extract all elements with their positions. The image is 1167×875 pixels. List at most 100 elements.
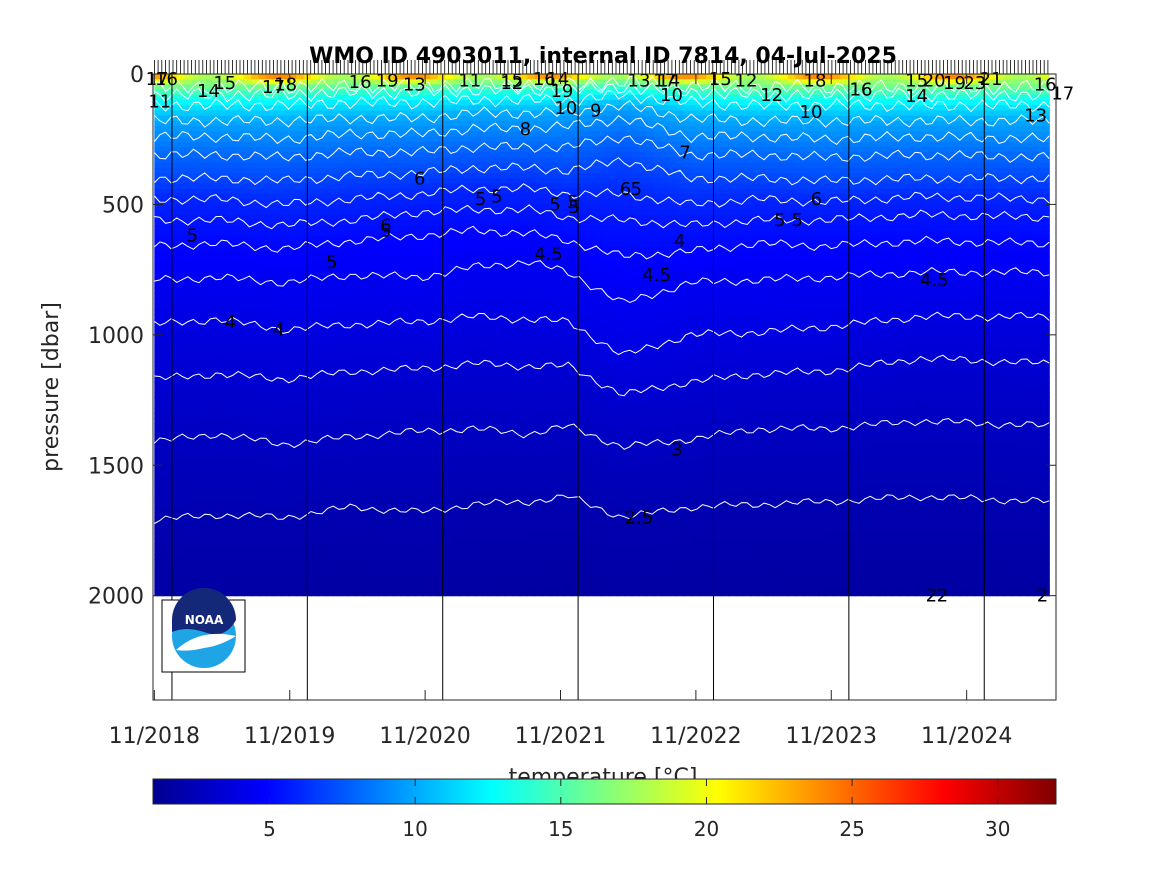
field-cell bbox=[221, 204, 230, 211]
field-cell bbox=[482, 527, 491, 534]
field-cell bbox=[184, 574, 193, 581]
field-cell bbox=[340, 580, 349, 586]
field-cell bbox=[184, 345, 193, 352]
field-cell bbox=[355, 251, 364, 258]
field-cell bbox=[475, 225, 484, 232]
field-cell bbox=[340, 522, 349, 529]
field-cell bbox=[251, 387, 260, 393]
field-cell bbox=[325, 439, 334, 445]
field-cell bbox=[333, 298, 342, 305]
field-cell bbox=[475, 569, 484, 576]
field-cell bbox=[288, 381, 297, 388]
field-cell bbox=[489, 580, 498, 586]
field-cell bbox=[437, 506, 446, 513]
field-cell bbox=[392, 470, 402, 477]
field-cell bbox=[400, 251, 409, 258]
field-cell bbox=[475, 141, 484, 148]
field-cell bbox=[512, 282, 521, 289]
field-cell bbox=[236, 329, 245, 336]
field-cell bbox=[392, 287, 402, 294]
field-cell bbox=[296, 585, 305, 592]
field-cell bbox=[422, 366, 431, 372]
field-cell bbox=[445, 110, 454, 117]
field-cell bbox=[206, 428, 215, 435]
field-cell bbox=[191, 564, 200, 571]
field-cell bbox=[191, 152, 200, 159]
field-cell bbox=[176, 433, 185, 440]
field-cell bbox=[281, 89, 290, 96]
field-cell bbox=[355, 209, 364, 216]
field-cell bbox=[392, 147, 402, 153]
field-cell bbox=[497, 355, 506, 362]
field-cell bbox=[176, 256, 185, 263]
field-cell bbox=[385, 512, 394, 519]
field-cell bbox=[199, 569, 208, 576]
field-cell bbox=[243, 512, 252, 519]
field-cell bbox=[400, 204, 409, 211]
field-cell bbox=[333, 261, 342, 268]
field-cell bbox=[206, 246, 215, 252]
field-cell bbox=[258, 559, 267, 565]
field-cell bbox=[273, 559, 282, 565]
field-cell bbox=[228, 84, 237, 91]
field-cell bbox=[348, 256, 357, 263]
field-cell bbox=[266, 334, 275, 341]
field-cell bbox=[497, 89, 506, 96]
field-cell bbox=[482, 204, 491, 211]
field-cell bbox=[385, 251, 394, 258]
field-cell bbox=[475, 580, 484, 586]
field-cell bbox=[169, 454, 178, 461]
field-cell bbox=[430, 512, 439, 519]
field-cell bbox=[400, 340, 409, 346]
field-cell bbox=[214, 449, 223, 456]
field-cell bbox=[288, 465, 297, 472]
field-cell bbox=[467, 449, 476, 456]
field-cell bbox=[214, 439, 223, 445]
field-cell bbox=[184, 251, 193, 258]
field-cell bbox=[378, 298, 387, 305]
field-cell bbox=[407, 120, 416, 127]
field-cell bbox=[266, 79, 275, 86]
field-cell bbox=[296, 522, 305, 529]
field-cell bbox=[325, 100, 334, 106]
field-cell bbox=[184, 564, 193, 571]
field-cell bbox=[184, 256, 193, 263]
field-cell bbox=[154, 220, 163, 226]
field-cell bbox=[161, 147, 170, 153]
field-cell bbox=[385, 387, 394, 393]
field-cell bbox=[258, 460, 267, 466]
field-cell bbox=[176, 136, 185, 143]
field-cell bbox=[154, 120, 163, 127]
field-cell bbox=[467, 381, 476, 388]
field-cell bbox=[489, 506, 498, 513]
field-cell bbox=[370, 240, 379, 247]
field-cell bbox=[243, 188, 252, 195]
field-cell bbox=[221, 256, 230, 263]
field-cell bbox=[370, 199, 379, 206]
field-cell bbox=[400, 329, 409, 336]
field-cell bbox=[161, 277, 170, 284]
field-cell bbox=[430, 173, 439, 179]
field-cell bbox=[467, 74, 476, 80]
field-cell bbox=[169, 79, 178, 86]
field-cell bbox=[363, 491, 372, 498]
field-cell bbox=[489, 350, 498, 357]
field-cell bbox=[243, 334, 252, 341]
field-cell bbox=[400, 402, 409, 409]
field-cell bbox=[400, 162, 409, 169]
field-cell bbox=[467, 225, 476, 232]
field-cell bbox=[355, 491, 364, 498]
field-cell bbox=[370, 376, 379, 383]
field-cell bbox=[340, 345, 349, 352]
field-cell bbox=[191, 376, 200, 383]
field-cell bbox=[251, 376, 260, 383]
field-cell bbox=[355, 413, 364, 419]
field-cell bbox=[445, 387, 454, 393]
field-cell bbox=[206, 204, 215, 211]
field-cell bbox=[363, 527, 372, 534]
field-cell bbox=[221, 522, 230, 529]
field-cell bbox=[370, 512, 379, 519]
field-cell bbox=[228, 173, 237, 179]
field-cell bbox=[325, 517, 334, 524]
field-cell bbox=[206, 178, 215, 185]
